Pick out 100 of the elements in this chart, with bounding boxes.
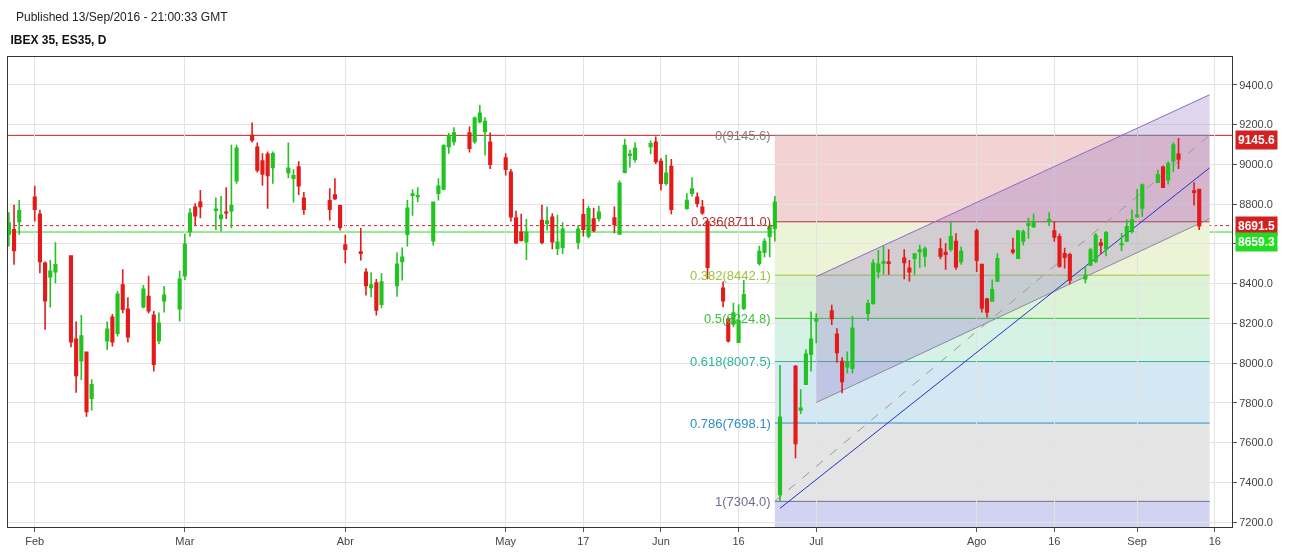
candlestick bbox=[270, 150, 275, 185]
candlestick bbox=[218, 195, 224, 233]
candlestick bbox=[591, 206, 596, 234]
candlestick bbox=[1171, 141, 1176, 174]
x-tick-label: May bbox=[495, 535, 517, 548]
ref-line-label: 8691.5 bbox=[1238, 219, 1276, 233]
candlestick bbox=[948, 220, 953, 253]
x-tick-label: Jun bbox=[652, 535, 670, 548]
candlestick bbox=[89, 378, 94, 412]
candlestick bbox=[400, 246, 405, 282]
candlestick bbox=[684, 192, 689, 211]
candlestick bbox=[84, 351, 89, 418]
candlestick bbox=[1119, 232, 1124, 252]
candlestick bbox=[11, 204, 17, 266]
x-tick-label: Feb bbox=[25, 535, 45, 548]
candlestick bbox=[177, 270, 182, 323]
candlestick bbox=[369, 271, 374, 299]
candlestick bbox=[503, 152, 508, 177]
candlestick bbox=[513, 210, 519, 245]
candlestick bbox=[32, 184, 37, 223]
candlestick bbox=[664, 153, 669, 187]
candlestick bbox=[379, 272, 384, 309]
candlestick bbox=[953, 232, 959, 271]
candlestick bbox=[1104, 230, 1109, 257]
candlestick bbox=[156, 311, 162, 345]
ref-line-label: 0.618(8007.5) bbox=[690, 354, 771, 369]
candlestick bbox=[793, 364, 798, 460]
y-tick-label: 9400.0 bbox=[1239, 78, 1273, 91]
candlestick bbox=[431, 200, 436, 247]
ref-line-label: 0.382(8442.1) bbox=[690, 268, 771, 283]
candlestick bbox=[467, 125, 472, 154]
candlestick bbox=[301, 191, 306, 216]
candlestick bbox=[8, 211, 11, 248]
x-tick-label: Mar bbox=[175, 535, 195, 548]
candlestick bbox=[229, 144, 234, 230]
candlestick bbox=[545, 205, 550, 232]
candlestick bbox=[151, 310, 156, 373]
y-tick-label: 9000.0 bbox=[1239, 158, 1273, 171]
x-tick-label: 16 bbox=[732, 535, 745, 548]
y-tick-label: 8800.0 bbox=[1239, 197, 1273, 210]
candlestick bbox=[338, 204, 343, 232]
y-tick-label: 8400.0 bbox=[1239, 277, 1273, 290]
candlestick bbox=[777, 364, 783, 503]
candlestick bbox=[1166, 160, 1171, 186]
chart-title: IBEX 35, ES35, D bbox=[10, 33, 107, 48]
candlestick bbox=[343, 234, 348, 265]
ref-line-label: 8659.3 bbox=[1238, 235, 1276, 249]
candlestick bbox=[286, 141, 291, 180]
ref-line-label: 1(7304.0) bbox=[715, 494, 771, 509]
candlestick bbox=[1160, 164, 1166, 189]
candlestick bbox=[187, 207, 193, 238]
candlestick bbox=[1047, 211, 1052, 227]
candlestick bbox=[669, 158, 674, 215]
candlestick bbox=[394, 251, 400, 298]
candlestick bbox=[182, 233, 187, 281]
candlestick bbox=[695, 191, 700, 209]
x-tick-label: 17 bbox=[577, 535, 590, 548]
candlestick bbox=[296, 160, 301, 196]
candlestick bbox=[700, 199, 705, 216]
candlestick bbox=[79, 314, 84, 381]
candlestick bbox=[291, 168, 296, 204]
candlestick bbox=[37, 209, 42, 275]
candlestick bbox=[612, 205, 617, 235]
candlestick bbox=[990, 278, 995, 303]
candlestick bbox=[840, 356, 845, 395]
candlestick bbox=[358, 227, 363, 262]
x-tick-label: Sep bbox=[1127, 535, 1147, 548]
candlestick bbox=[213, 196, 218, 231]
y-tick-label: 8000.0 bbox=[1239, 356, 1273, 369]
candlestick bbox=[332, 177, 337, 201]
y-tick-label: 7200.0 bbox=[1239, 515, 1273, 528]
y-tick-label: 8200.0 bbox=[1239, 317, 1273, 330]
candlestick bbox=[43, 260, 48, 331]
candlestick bbox=[224, 186, 229, 220]
candlestick bbox=[524, 218, 529, 261]
y-tick-label: 7800.0 bbox=[1239, 396, 1273, 409]
candlestick bbox=[617, 179, 622, 236]
candlestick bbox=[1016, 229, 1021, 260]
x-tick-label: Ago bbox=[966, 535, 987, 548]
candlestick bbox=[250, 121, 255, 144]
candlestick bbox=[234, 144, 239, 185]
candlestick bbox=[648, 139, 653, 155]
candlestick bbox=[576, 224, 581, 250]
candlestick bbox=[405, 199, 410, 248]
candlestick bbox=[1010, 237, 1015, 256]
candlestick bbox=[922, 245, 927, 268]
candlestick bbox=[907, 259, 912, 283]
x-tick-label: 16 bbox=[1048, 535, 1061, 548]
candlestick bbox=[689, 176, 695, 198]
x-tick-label: Abr bbox=[336, 535, 355, 548]
candlestick bbox=[814, 312, 819, 344]
candlestick bbox=[902, 248, 907, 280]
candlestick bbox=[1155, 168, 1160, 184]
candlestick bbox=[596, 205, 601, 223]
candlestick bbox=[550, 212, 555, 250]
candlestick bbox=[798, 388, 803, 415]
candlestick bbox=[1067, 252, 1072, 286]
candlestick bbox=[886, 248, 891, 276]
candlestick bbox=[1083, 265, 1088, 285]
candlestick bbox=[146, 275, 151, 314]
